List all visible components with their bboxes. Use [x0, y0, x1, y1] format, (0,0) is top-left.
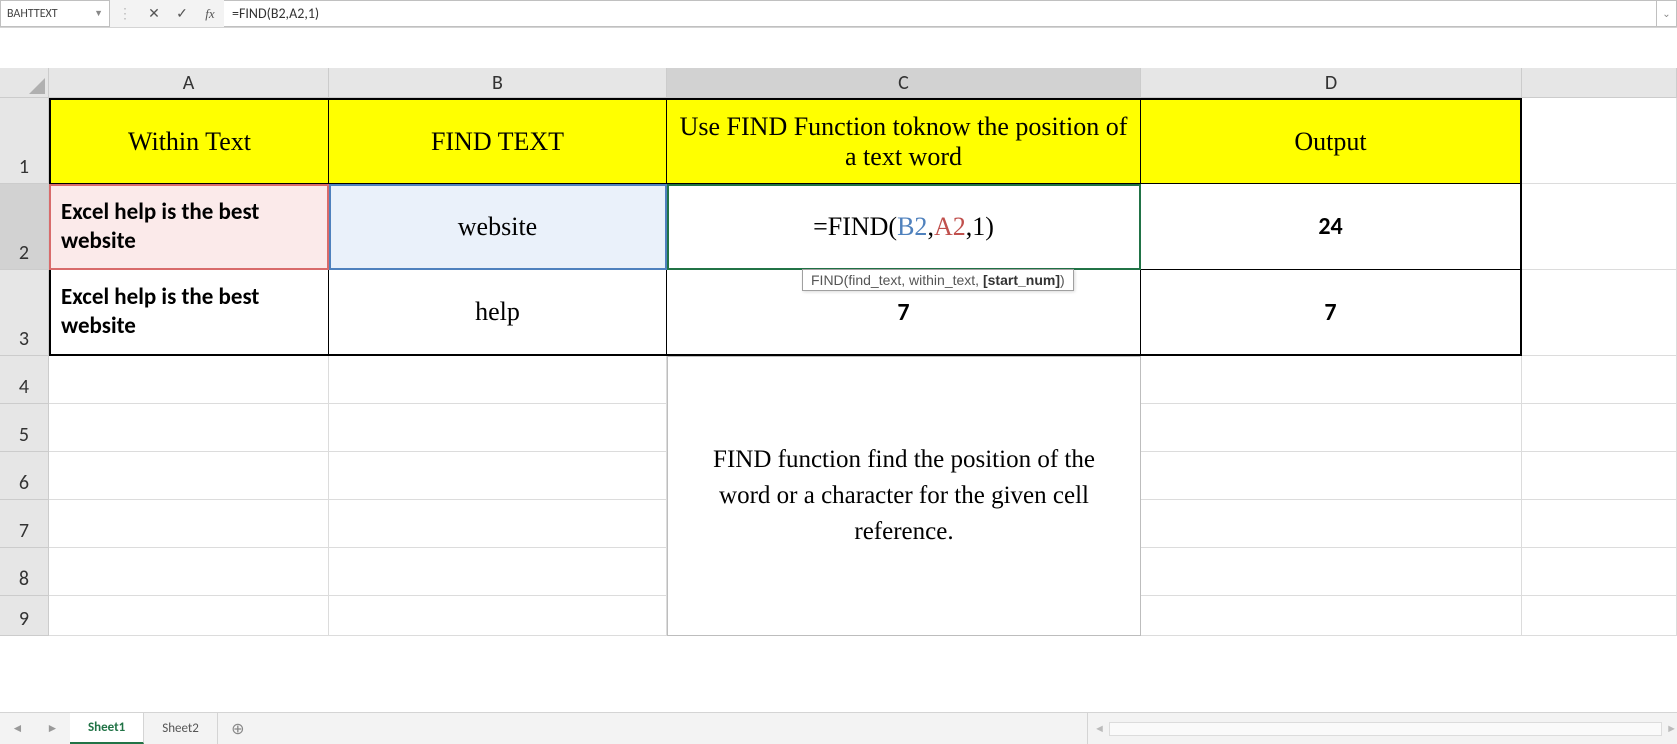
row-header-1[interactable]: 1 — [0, 98, 49, 184]
sheet-tab-bar: ◄ ► Sheet1 Sheet2 ⊕ ◄ ► — [0, 712, 1677, 744]
row-header-7[interactable]: 7 — [0, 500, 49, 548]
cell-D2[interactable]: 24 — [1141, 184, 1522, 270]
cell-E7[interactable] — [1522, 500, 1677, 548]
tooltip-sig1: (find_text, within_text, — [844, 272, 983, 288]
tooltip-fn: FIND — [811, 272, 844, 288]
row-header-2[interactable]: 2 — [0, 184, 49, 270]
name-box-value: BAHTTEXT — [7, 7, 58, 21]
col-header-B[interactable]: B — [329, 68, 667, 98]
worksheet-grid[interactable]: A B C D 1 Within Text FIND TEXT Use FIND… — [0, 68, 1677, 636]
row-header-8[interactable]: 8 — [0, 548, 49, 596]
cell-D9[interactable] — [1141, 596, 1522, 636]
cell-D3[interactable]: 7 — [1141, 270, 1522, 356]
f-suffix: ) — [985, 212, 994, 241]
f-arg1: B2 — [897, 212, 927, 241]
hscroll-left-icon[interactable]: ◄ — [1094, 722, 1105, 735]
hscroll-track[interactable] — [1109, 722, 1662, 736]
cell-B4[interactable] — [329, 356, 667, 404]
cell-C1[interactable]: Use FIND Function toknow the position of… — [667, 98, 1141, 184]
select-all-corner[interactable] — [0, 68, 49, 98]
cell-B3[interactable]: help — [329, 270, 667, 356]
formula-expand-button[interactable]: ⌄ — [1657, 0, 1677, 27]
column-headers: A B C D — [0, 68, 1677, 98]
sheet-nav-next-icon[interactable]: ► — [47, 721, 59, 736]
accept-formula-button[interactable]: ✓ — [168, 0, 196, 27]
sheet-nav-arrows[interactable]: ◄ ► — [0, 713, 70, 744]
tooltip-sig2: ) — [1060, 272, 1065, 288]
formula-bar: BAHTTEXT ▼ ⋮ ✕ ✓ fx =FIND(B2,A2,1) ⌄ — [0, 0, 1677, 28]
formula-input-text: =FIND(B2,A2,1) — [232, 5, 319, 22]
formula-input[interactable]: =FIND(B2,A2,1) — [224, 0, 1657, 27]
cell-D7[interactable] — [1141, 500, 1522, 548]
cell-E5[interactable] — [1522, 404, 1677, 452]
note-text: FIND function find the position of the w… — [686, 442, 1122, 551]
hscroll-right-icon[interactable]: ► — [1666, 722, 1677, 735]
cell-C2-editing[interactable]: =FIND(B2,A2,1) FIND(find_text, within_te… — [667, 184, 1141, 270]
cell-A5[interactable] — [49, 404, 329, 452]
row-header-4[interactable]: 4 — [0, 356, 49, 404]
cell-E4[interactable] — [1522, 356, 1677, 404]
cell-E9[interactable] — [1522, 596, 1677, 636]
cell-B1[interactable]: FIND TEXT — [329, 98, 667, 184]
col-header-A[interactable]: A — [49, 68, 329, 98]
f-arg3: 1 — [972, 212, 985, 241]
cell-E2[interactable] — [1522, 184, 1677, 270]
cell-D6[interactable] — [1141, 452, 1522, 500]
col-header-D[interactable]: D — [1141, 68, 1522, 98]
add-sheet-button[interactable]: ⊕ — [218, 713, 258, 744]
cell-A8[interactable] — [49, 548, 329, 596]
col-header-C[interactable]: C — [667, 68, 1141, 98]
toolbar-spacer — [0, 28, 1677, 68]
cell-A3[interactable]: Excel help is the best website — [49, 270, 329, 356]
sheet-tab-sheet1[interactable]: Sheet1 — [70, 713, 144, 744]
name-box[interactable]: BAHTTEXT ▼ — [0, 0, 110, 27]
cell-A2[interactable]: Excel help is the best website — [49, 184, 329, 270]
note-textbox[interactable]: FIND function find the position of the w… — [667, 356, 1141, 636]
cell-B6[interactable] — [329, 452, 667, 500]
cell-E3[interactable] — [1522, 270, 1677, 356]
cell-D4[interactable] — [1141, 356, 1522, 404]
cell-B8[interactable] — [329, 548, 667, 596]
f-prefix: =FIND( — [813, 212, 897, 241]
cell-A6[interactable] — [49, 452, 329, 500]
cell-D8[interactable] — [1141, 548, 1522, 596]
cell-D5[interactable] — [1141, 404, 1522, 452]
cell-A4[interactable] — [49, 356, 329, 404]
row-header-9[interactable]: 9 — [0, 596, 49, 636]
cell-B5[interactable] — [329, 404, 667, 452]
cell-E8[interactable] — [1522, 548, 1677, 596]
name-box-dropdown-icon[interactable]: ▼ — [94, 8, 103, 19]
cell-B2[interactable]: website — [329, 184, 667, 270]
formula-bar-sep: ⋮ — [110, 0, 140, 27]
row-header-3[interactable]: 3 — [0, 270, 49, 356]
sheet-nav-prev-icon[interactable]: ◄ — [12, 721, 24, 736]
cell-B7[interactable] — [329, 500, 667, 548]
f-arg2: A2 — [934, 212, 966, 241]
cell-E1[interactable] — [1522, 98, 1677, 184]
row-header-6[interactable]: 6 — [0, 452, 49, 500]
cell-E6[interactable] — [1522, 452, 1677, 500]
cell-B9[interactable] — [329, 596, 667, 636]
function-tooltip[interactable]: FIND(find_text, within_text, [start_num]… — [802, 269, 1074, 291]
cell-A1[interactable]: Within Text — [49, 98, 329, 184]
cancel-formula-button[interactable]: ✕ — [140, 0, 168, 27]
cell-A9[interactable] — [49, 596, 329, 636]
fx-icon[interactable]: fx — [196, 0, 224, 27]
tooltip-sig-bold: [start_num] — [983, 272, 1060, 288]
row-header-5[interactable]: 5 — [0, 404, 49, 452]
sheet-tab-sheet2[interactable]: Sheet2 — [144, 713, 218, 744]
formula-display: =FIND(B2,A2,1) — [813, 212, 994, 242]
horizontal-scrollbar[interactable]: ◄ ► — [1087, 713, 1677, 744]
col-header-extra[interactable] — [1522, 68, 1677, 98]
cell-D1[interactable]: Output — [1141, 98, 1522, 184]
cell-A7[interactable] — [49, 500, 329, 548]
